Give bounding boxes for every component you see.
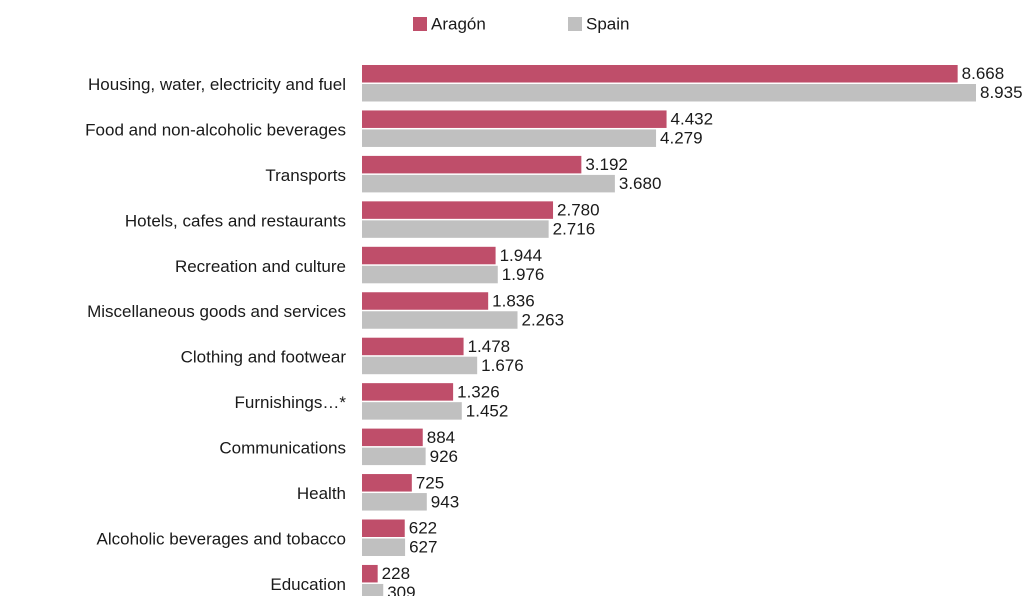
bar	[362, 356, 478, 375]
category-label: Food and non-alcoholic beverages	[85, 120, 346, 139]
bar	[362, 265, 498, 284]
bar	[362, 493, 427, 511]
bar	[362, 84, 976, 102]
bar	[362, 402, 462, 420]
legend-label: Spain	[586, 14, 629, 33]
value-label: 627	[409, 538, 437, 557]
value-label: 2.716	[553, 220, 596, 239]
category-label: Alcoholic beverages and tobacco	[97, 529, 347, 548]
value-label: 926	[430, 447, 458, 466]
value-label: 3.680	[619, 174, 662, 193]
bar	[362, 292, 489, 310]
bar	[362, 129, 657, 147]
value-label: 622	[409, 519, 437, 538]
value-label: 8.935	[980, 83, 1023, 102]
category-label: Health	[297, 484, 346, 503]
legend-label: Aragón	[431, 14, 486, 33]
value-label: 309	[387, 583, 415, 596]
value-label: 1.326	[457, 382, 500, 401]
bar	[362, 383, 454, 401]
bar	[362, 220, 549, 238]
value-label: 1.676	[481, 356, 524, 375]
bar	[362, 428, 423, 447]
bar	[362, 519, 405, 537]
category-label: Hotels, cafes and restaurants	[125, 211, 346, 230]
value-label: 1.836	[492, 291, 535, 310]
category-label: Furnishings…*	[235, 393, 347, 412]
bar	[362, 583, 384, 596]
value-label: 4.432	[671, 110, 714, 129]
bar	[362, 110, 667, 128]
bar	[362, 311, 518, 329]
category-label: Transports	[265, 166, 346, 185]
legend-swatch	[413, 17, 427, 31]
value-label: 228	[382, 564, 410, 583]
value-label: 725	[416, 473, 444, 492]
value-label: 1.478	[468, 337, 511, 356]
value-label: 8.668	[962, 64, 1005, 83]
value-label: 3.192	[585, 155, 628, 174]
value-label: 1.944	[500, 246, 543, 265]
value-label: 2.780	[557, 201, 600, 220]
bar	[362, 155, 582, 174]
category-label: Recreation and culture	[175, 257, 346, 276]
category-label: Housing, water, electricity and fuel	[88, 75, 346, 94]
bar	[362, 174, 615, 193]
category-label: Clothing and footwear	[181, 348, 347, 367]
bar	[362, 337, 464, 356]
bar	[362, 474, 412, 492]
bar	[362, 246, 496, 265]
category-label: Miscellaneous goods and services	[87, 302, 346, 321]
value-label: 4.279	[660, 129, 703, 148]
value-label: 2.263	[522, 310, 565, 329]
value-label: 1.976	[502, 265, 545, 284]
value-label: 1.452	[466, 401, 509, 420]
legend-swatch	[568, 17, 582, 31]
category-label: Education	[270, 575, 346, 594]
bar	[362, 65, 958, 83]
value-label: 884	[427, 428, 455, 447]
bar	[362, 201, 554, 219]
bar	[362, 564, 378, 583]
category-label: Communications	[219, 439, 346, 458]
bar	[362, 447, 426, 466]
bar	[362, 538, 406, 556]
value-label: 943	[431, 492, 459, 511]
